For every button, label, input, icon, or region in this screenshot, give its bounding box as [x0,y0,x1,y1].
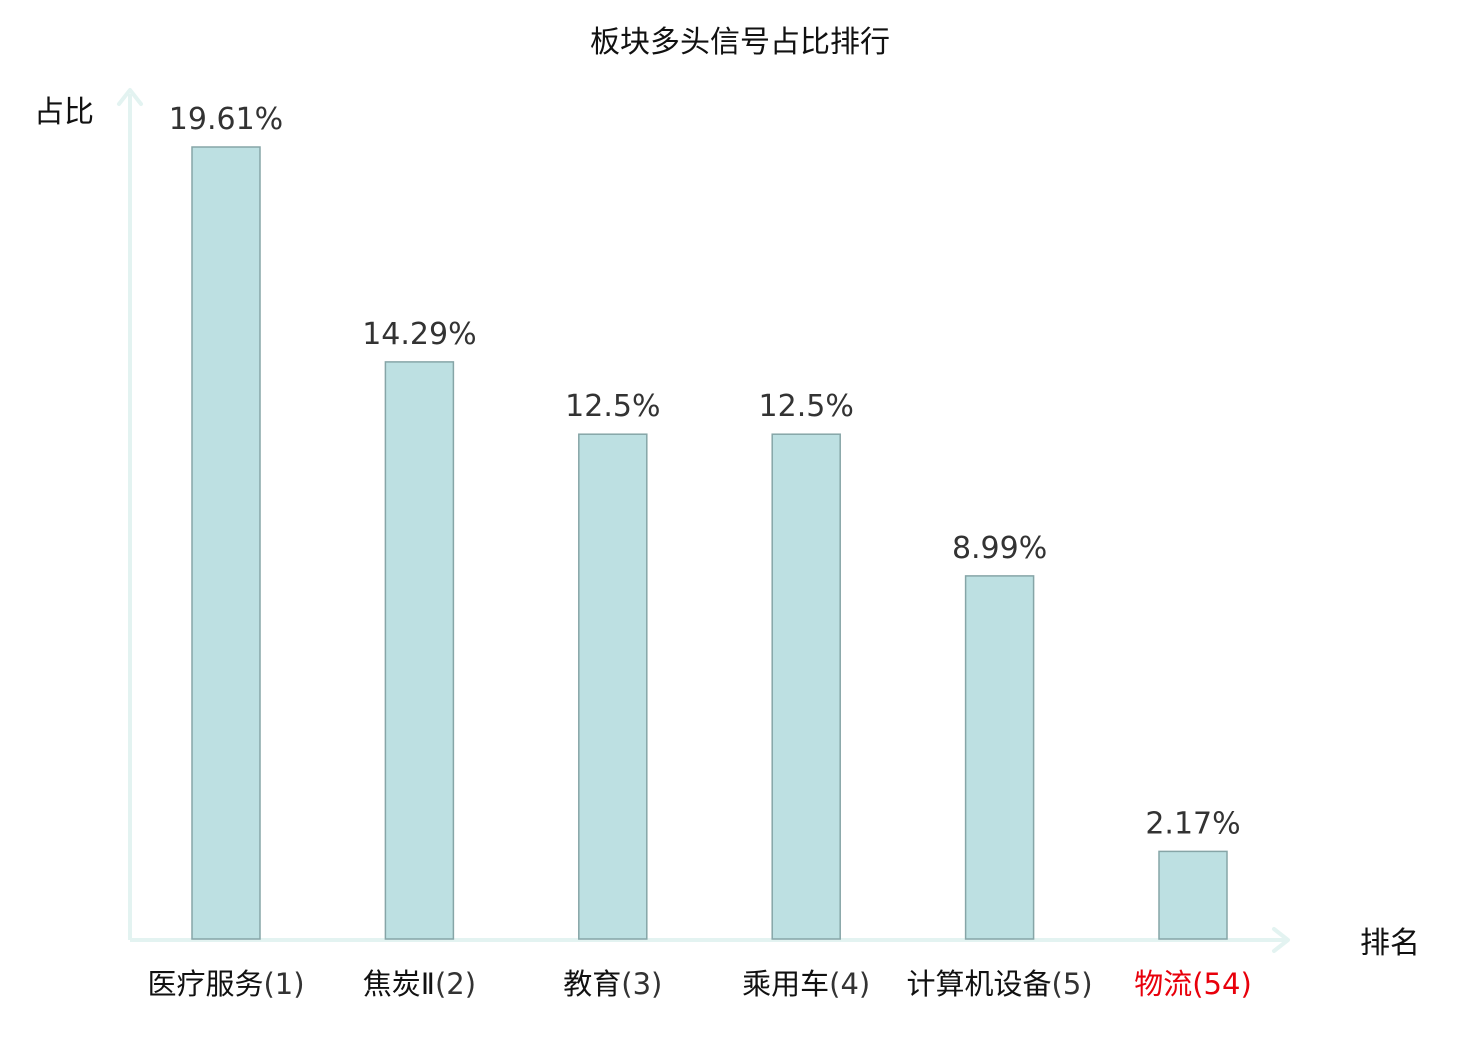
axes [117,88,1290,953]
bar-4 [771,433,841,940]
category-label-4: 乘用车(4) [742,967,870,1001]
value-label-5: 8.99% [952,531,1047,566]
value-label-6: 2.17% [1145,806,1240,841]
bar-6 [1158,850,1228,940]
bar-2 [384,361,455,940]
bar-1 [191,146,261,940]
bars-group [191,146,1228,940]
bar-3 [578,433,648,940]
value-label-4: 12.5% [759,389,854,424]
y-axis-arrow [117,88,143,106]
bar-5 [964,575,1035,940]
category-label-5: 计算机设备(5) [907,967,1093,1001]
category-label-6: 物流(54) [1134,967,1252,1001]
category-labels-group: 医疗服务(1) 焦炭Ⅱ(2) 教育(3) 乘用车(4) 计算机设备(5) 物流(54) [147,967,1251,1001]
x-axis-arrow [1272,927,1290,953]
y-axis-label: 占比 [34,95,94,130]
category-label-1: 医疗服务(1) [147,967,304,1001]
chart-title: 板块多头信号占比排行 [590,25,890,60]
category-label-2: 焦炭Ⅱ(2) [363,967,476,1001]
category-label-3: 教育(3) [563,967,662,1001]
x-axis-label: 排名 [1360,926,1420,961]
value-label-2: 14.29% [362,317,476,352]
value-label-1: 19.61% [169,102,283,137]
value-label-3: 12.5% [565,389,660,424]
value-labels-group: 19.61% 14.29% 12.5% 12.5% 8.99% 2.17% [169,102,1241,841]
